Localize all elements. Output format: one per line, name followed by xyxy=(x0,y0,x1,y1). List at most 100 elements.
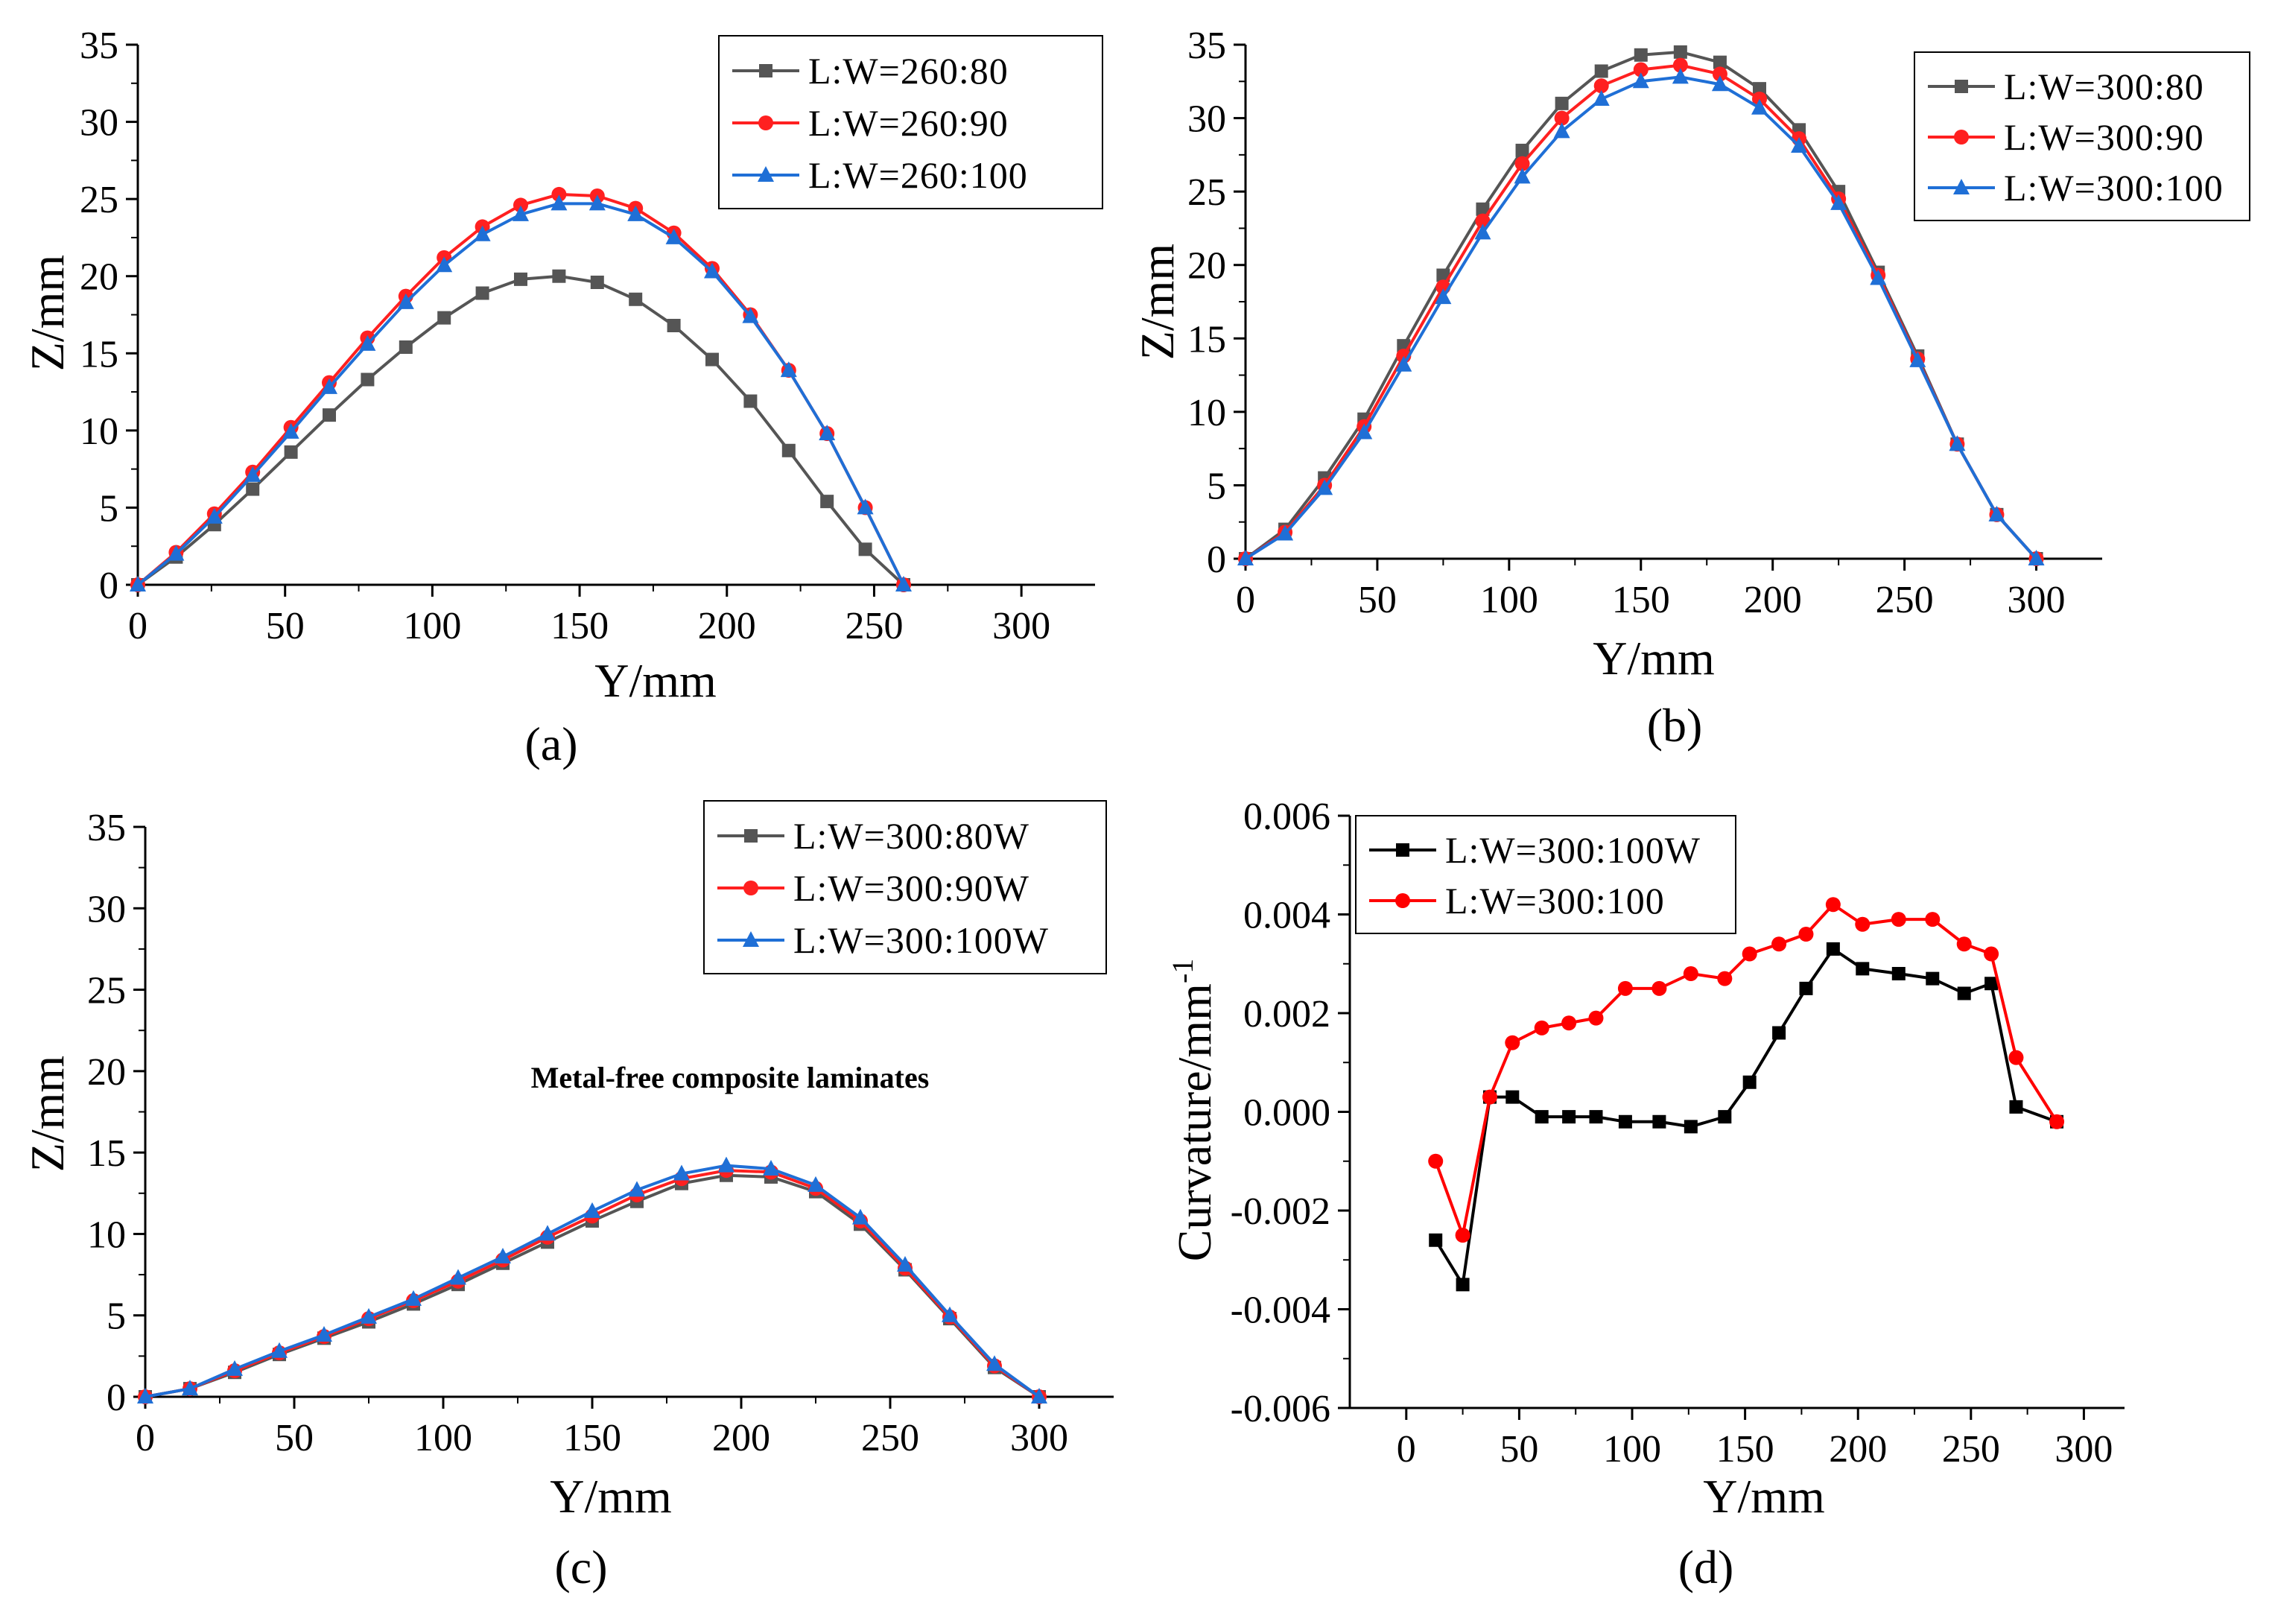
x-axis-label: Y/mm xyxy=(594,654,717,707)
data-point xyxy=(1594,64,1608,78)
data-point xyxy=(1672,68,1689,84)
data-point xyxy=(1926,971,1940,986)
x-axis-label: Y/mm xyxy=(1593,632,1715,685)
x-tick-label: 300 xyxy=(2008,579,2066,621)
y-tick-label: 5 xyxy=(107,1295,126,1338)
data-point xyxy=(1925,912,1941,927)
legend-label: L:W=300:100W xyxy=(1445,829,1701,871)
data-point xyxy=(1632,72,1649,89)
y-axis-label: Z/mm xyxy=(21,255,74,371)
y-tick-label: 15 xyxy=(1187,318,1226,361)
legend-label: L:W=300:90W xyxy=(793,867,1029,909)
data-point xyxy=(807,1176,824,1192)
y-tick-label: 0.006 xyxy=(1243,796,1330,838)
x-tick-label: 100 xyxy=(1603,1428,1661,1471)
data-point xyxy=(284,445,298,459)
series-line xyxy=(136,202,905,586)
x-tick-label: 0 xyxy=(1397,1428,1416,1471)
data-point xyxy=(550,194,568,211)
data-point xyxy=(590,276,604,289)
data-point xyxy=(1395,355,1412,372)
y-axis-label: Z/mm xyxy=(1131,244,1184,360)
series-0 xyxy=(131,269,910,591)
x-tick-label: 150 xyxy=(1716,1428,1774,1471)
data-point xyxy=(282,422,299,439)
data-point xyxy=(1984,946,1999,962)
y-tick-label: 0.000 xyxy=(1243,1092,1330,1135)
series-1 xyxy=(1428,897,2065,1243)
data-point xyxy=(514,272,527,286)
y-tick-label: -0.004 xyxy=(1231,1290,1330,1332)
y-tick-label: 35 xyxy=(80,25,118,67)
data-point xyxy=(986,1355,1003,1371)
data-point xyxy=(1825,897,1841,913)
data-point xyxy=(743,394,758,408)
data-point xyxy=(627,205,644,221)
chart-panel-d: 0 50 100 150 200 250 300 -0.006 -0.004 -0.002 0.00… xyxy=(1166,796,2125,1593)
x-tick-label: 200 xyxy=(1744,579,1802,621)
data-point xyxy=(1672,57,1688,73)
y-axis-label: Curvature/mm-1 xyxy=(1166,959,1221,1262)
data-point xyxy=(1554,110,1570,126)
y-tick-label: 20 xyxy=(80,256,118,299)
data-point xyxy=(1356,423,1373,440)
data-point xyxy=(1956,936,1972,952)
x-tick-label: 250 xyxy=(845,605,903,647)
series-2 xyxy=(137,1156,1047,1403)
legend-label: L:W=260:100 xyxy=(808,154,1028,196)
x-tick-label: 150 xyxy=(1612,579,1670,621)
data-point xyxy=(246,482,260,496)
x-tick-label: 50 xyxy=(1500,1428,1538,1471)
data-point xyxy=(1891,967,1906,980)
data-point xyxy=(182,1380,198,1396)
data-point xyxy=(1870,269,1887,285)
series-line xyxy=(1434,947,2057,1287)
data-point xyxy=(1684,1120,1698,1134)
legend-box xyxy=(1355,815,1736,934)
data-point xyxy=(1514,156,1530,171)
panel-caption: (d) xyxy=(1678,1541,1734,1593)
series-line xyxy=(145,1164,1041,1398)
legend: L:W=260:80 L:W=260:90 L:W=260:100 xyxy=(718,35,1103,209)
data-point xyxy=(1753,82,1766,96)
data-point xyxy=(226,1360,243,1376)
data-point xyxy=(2009,1100,2023,1114)
x-tick-label: 0 xyxy=(136,1417,155,1459)
data-point xyxy=(1593,89,1610,106)
data-point xyxy=(405,1290,422,1306)
data-point xyxy=(942,1306,958,1322)
data-point xyxy=(1237,550,1254,565)
data-point xyxy=(1652,1114,1666,1129)
y-tick-label: 0.004 xyxy=(1243,895,1330,937)
data-point xyxy=(665,228,682,244)
data-point xyxy=(1855,916,1871,932)
data-point xyxy=(763,1160,779,1176)
data-point xyxy=(1826,942,1840,956)
data-point xyxy=(895,576,912,591)
y-tick-label: 30 xyxy=(1187,98,1226,141)
data-point xyxy=(1455,1228,1470,1243)
legend-label: L:W=300:80 xyxy=(2004,66,2204,107)
data-point xyxy=(361,372,375,387)
y-tick-label: 30 xyxy=(80,102,118,145)
data-point xyxy=(137,1388,153,1403)
data-point xyxy=(1949,435,1966,451)
data-point xyxy=(359,334,376,351)
legend-marker xyxy=(1395,893,1410,908)
data-point xyxy=(1534,1020,1549,1035)
y-tick-label: -0.006 xyxy=(1231,1388,1330,1430)
legend-label: L:W=300:90 xyxy=(2004,116,2204,158)
data-point xyxy=(1618,1114,1632,1129)
data-point xyxy=(852,1208,869,1225)
data-point xyxy=(1798,927,1814,942)
x-tick-label: 0 xyxy=(1236,579,1255,621)
legend-marker xyxy=(743,881,758,895)
data-point xyxy=(168,545,185,561)
data-point xyxy=(1435,288,1452,305)
data-point xyxy=(1751,98,1768,115)
data-point xyxy=(673,1164,690,1181)
x-tick-label: 50 xyxy=(1358,579,1397,621)
data-point xyxy=(1830,194,1847,210)
legend-marker xyxy=(758,115,773,130)
